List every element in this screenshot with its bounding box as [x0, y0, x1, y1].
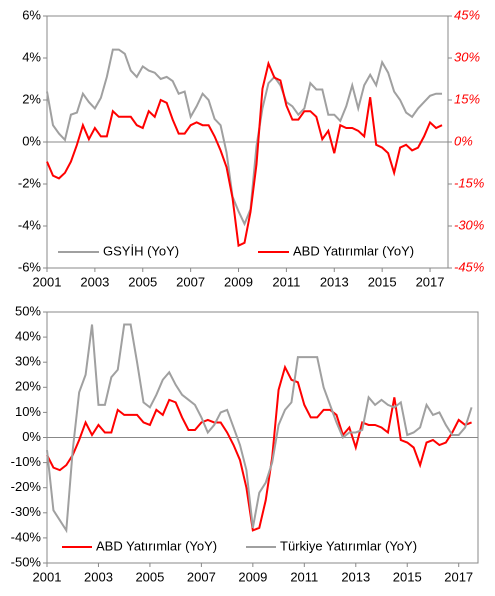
- x-tick-label: 2011: [272, 274, 300, 289]
- series-line: [46, 60, 443, 248]
- x-tick-label: 2009: [238, 569, 267, 584]
- x-tick-label: 2015: [368, 274, 397, 289]
- x-tick-label: 2017: [416, 274, 445, 289]
- x-tick-label: 2003: [80, 274, 109, 289]
- y-tick-label: 50%: [15, 303, 41, 318]
- x-tick-label: 2007: [187, 569, 216, 584]
- y-tick-label: 40%: [15, 329, 41, 344]
- y2-tick-label: -30%: [454, 217, 484, 232]
- legend-label: ABD Yatırımlar (YoY): [96, 538, 217, 553]
- y-tick-label: 10%: [15, 404, 41, 419]
- y-tick-label: 0%: [22, 133, 41, 148]
- x-tick-label: 2001: [33, 569, 62, 584]
- y-tick-label: 6%: [22, 7, 41, 22]
- y-tick-label: -50%: [11, 554, 42, 569]
- y2-tick-label: 30%: [454, 49, 480, 64]
- y2-tick-label: 15%: [454, 91, 480, 106]
- x-tick-label: 2005: [135, 569, 164, 584]
- y-tick-label: -2%: [18, 175, 42, 190]
- y-tick-label: -4%: [18, 217, 42, 232]
- x-tick-label: 2013: [341, 569, 370, 584]
- x-tick-label: 2015: [393, 569, 422, 584]
- y-tick-label: -20%: [11, 479, 42, 494]
- y-tick-label: 30%: [15, 354, 41, 369]
- series-line: [46, 364, 472, 532]
- series-line: [46, 323, 473, 534]
- x-tick-label: 2001: [33, 274, 62, 289]
- y2-tick-label: 0%: [454, 133, 473, 148]
- y-tick-label: -10%: [11, 454, 42, 469]
- y-tick-label: 0%: [22, 429, 41, 444]
- y-tick-label: -40%: [11, 529, 42, 544]
- legend-label: ABD Yatırımlar (YoY): [293, 243, 414, 258]
- series-line: [46, 48, 443, 227]
- x-tick-label: 2013: [320, 274, 349, 289]
- y-tick-label: 2%: [22, 91, 41, 106]
- legend-label: Türkiye Yatırımlar (YoY): [280, 538, 417, 553]
- x-tick-label: 2009: [224, 274, 253, 289]
- y2-tick-label: -15%: [454, 175, 484, 190]
- y-tick-label: -30%: [11, 504, 42, 519]
- y-tick-label: 20%: [15, 379, 41, 394]
- legend-label: GSYİH (YoY): [103, 243, 179, 258]
- y-tick-label: 4%: [22, 49, 41, 64]
- y-tick-label: -6%: [18, 259, 42, 274]
- x-tick-label: 2003: [84, 569, 113, 584]
- x-tick-label: 2011: [290, 569, 318, 584]
- y2-tick-label: -45%: [454, 259, 484, 274]
- x-tick-label: 2017: [444, 569, 473, 584]
- x-tick-label: 2007: [176, 274, 205, 289]
- x-tick-label: 2005: [128, 274, 157, 289]
- y2-tick-label: 45%: [454, 7, 480, 22]
